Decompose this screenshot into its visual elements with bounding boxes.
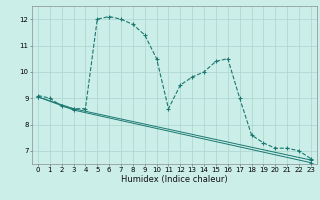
X-axis label: Humidex (Indice chaleur): Humidex (Indice chaleur)	[121, 175, 228, 184]
